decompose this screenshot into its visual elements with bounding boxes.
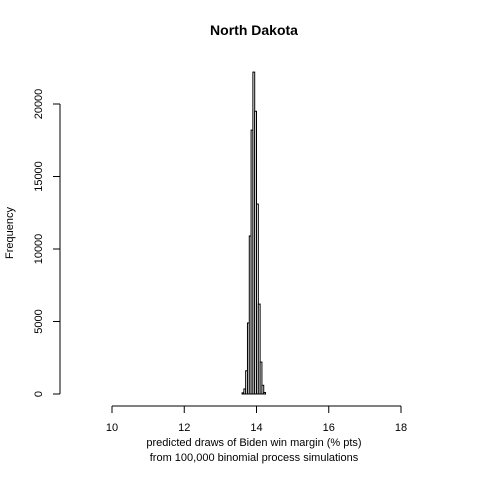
x-tick-label: 16 (323, 422, 335, 434)
histogram-bars (241, 71, 267, 395)
histogram-bar (256, 203, 259, 395)
y-tick-label: 5000 (33, 309, 45, 333)
x-tick-label: 18 (395, 422, 407, 434)
y-axis-label: Frequency (4, 207, 16, 259)
x-tick-label: 14 (250, 422, 262, 434)
histogram-bar (257, 303, 261, 395)
y-tick-label: 20000 (33, 89, 45, 120)
x-tick-label: 12 (178, 422, 190, 434)
y-tick-label: 10000 (33, 234, 45, 265)
x-axis-label-line2: from 100,000 binomial process simulation… (150, 452, 359, 464)
y-axis-ticks: 0 5000 10000 15000 20000 (33, 89, 60, 397)
y-tick-label: 15000 (33, 161, 45, 192)
x-tick-label: 10 (106, 422, 118, 434)
histogram-bar (263, 392, 267, 395)
x-axis-label: predicted draws of Biden win margin (% p… (146, 437, 361, 449)
histogram-bar (259, 361, 263, 395)
histogram-bar (261, 384, 265, 395)
y-tick-label: 0 (33, 391, 45, 397)
chart-title: North Dakota (210, 22, 298, 38)
x-axis-ticks: 10 12 14 16 18 (106, 406, 407, 434)
